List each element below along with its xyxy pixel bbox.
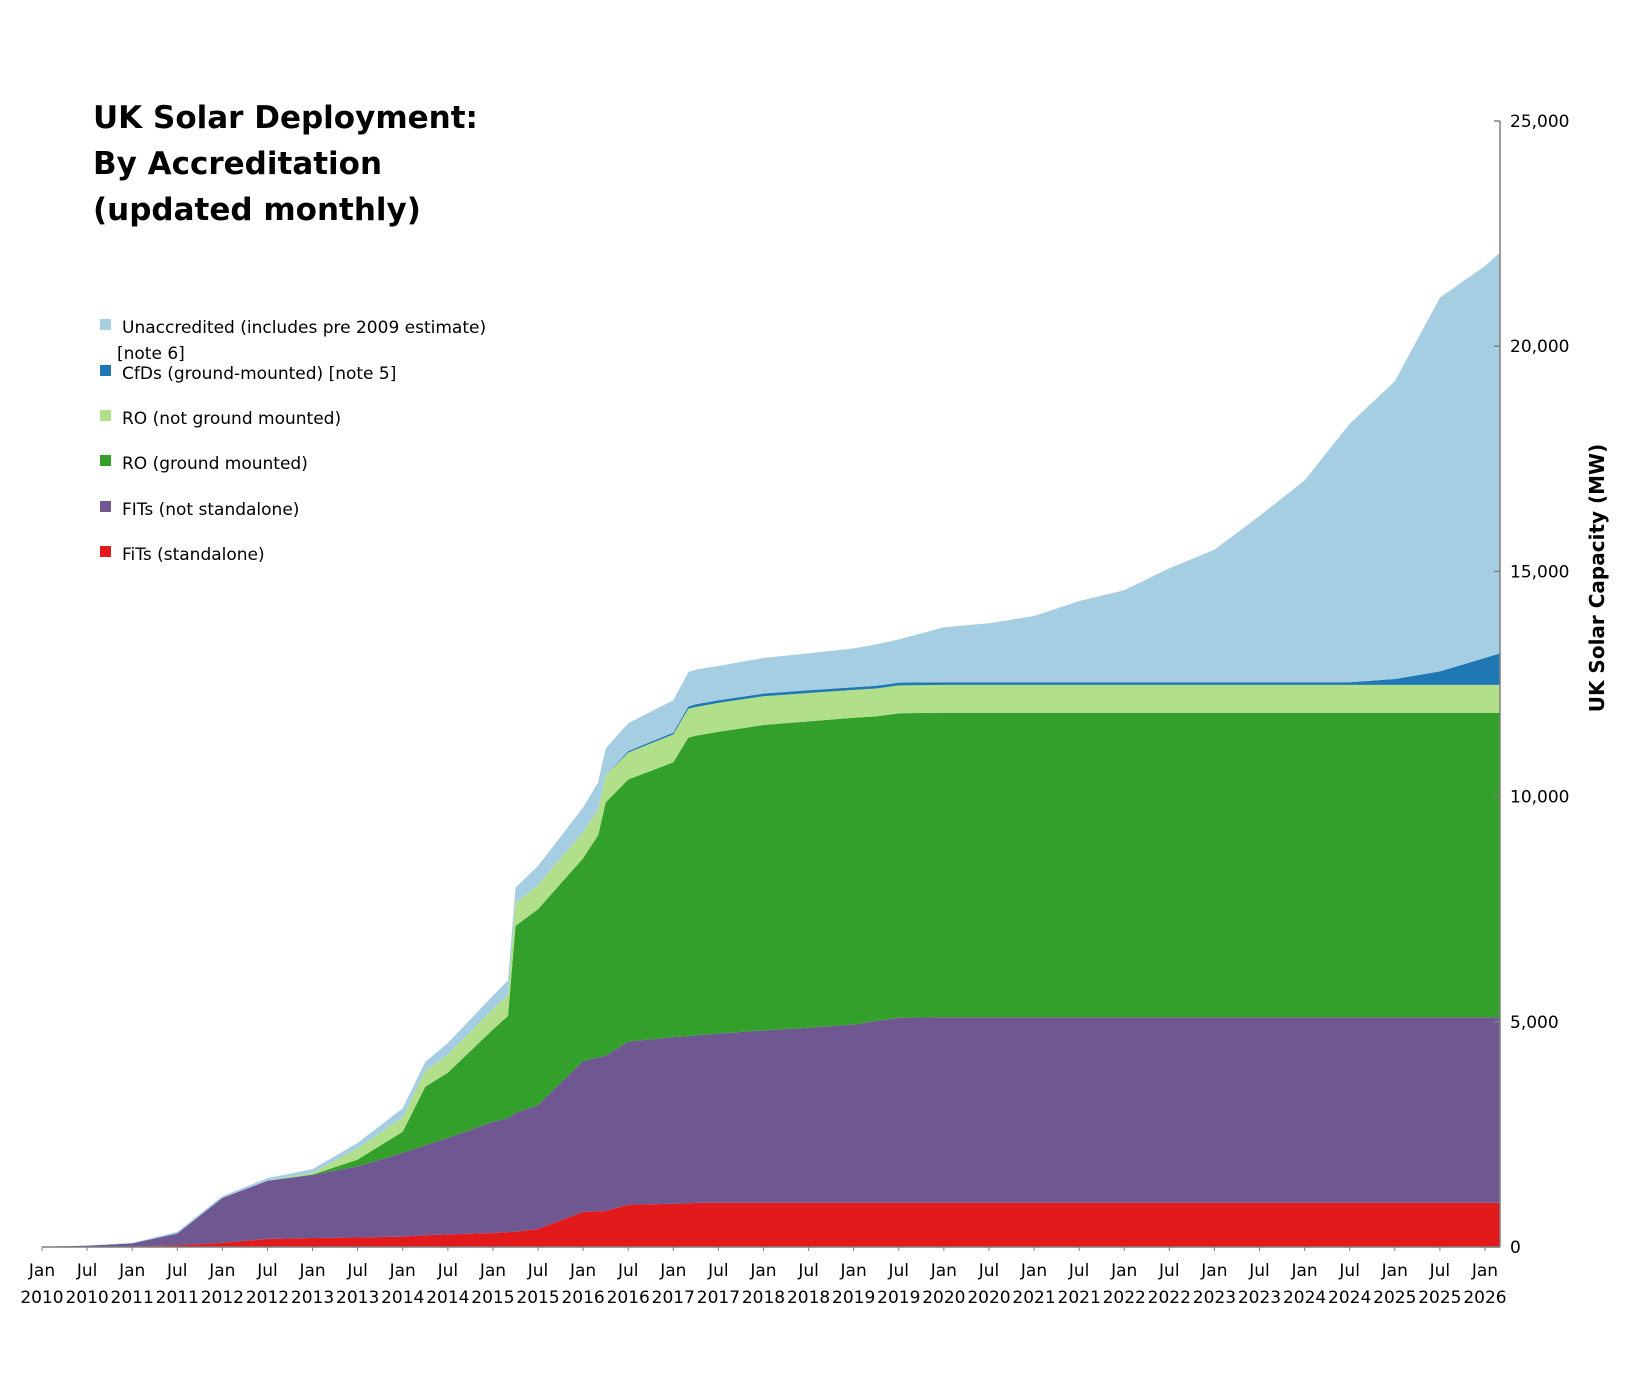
- x-tick-year: 2018: [742, 1288, 785, 1308]
- x-tick-month: Jul: [256, 1261, 278, 1281]
- x-tick-year: 2010: [65, 1288, 108, 1308]
- x-tick-month: Jul: [707, 1261, 729, 1281]
- x-tick-year: 2019: [877, 1288, 920, 1308]
- x-tick-month: Jul: [166, 1261, 188, 1281]
- x-tick-month: Jan: [389, 1261, 416, 1281]
- x-tick-year: 2013: [336, 1288, 379, 1308]
- x-tick-month: Jul: [1429, 1261, 1451, 1281]
- legend-label: FiTs (standalone): [122, 545, 265, 565]
- x-tick-month: Jan: [208, 1261, 235, 1281]
- y-tick-label: 0: [1510, 1238, 1521, 1258]
- y-tick-label: 25,000: [1510, 112, 1569, 132]
- x-tick-year: 2011: [156, 1288, 199, 1308]
- legend-swatch: [100, 319, 111, 330]
- x-tick-month: Jan: [840, 1261, 867, 1281]
- y-axis-label: UK Solar Capacity (MW): [1585, 444, 1609, 713]
- y-tick-label: 20,000: [1510, 337, 1569, 357]
- y-tick-label: 10,000: [1510, 788, 1569, 808]
- x-tick-year: 2024: [1283, 1288, 1326, 1308]
- x-tick-year: 2022: [1103, 1288, 1146, 1308]
- x-tick-month: Jan: [1020, 1261, 1047, 1281]
- x-tick-year: 2013: [291, 1288, 334, 1308]
- x-tick-year: 2010: [20, 1288, 63, 1308]
- x-tick-year: 2020: [967, 1288, 1010, 1308]
- x-tick-year: 2023: [1193, 1288, 1236, 1308]
- x-tick-year: 2019: [832, 1288, 875, 1308]
- legend-label: Unaccredited (includes pre 2009 estimate…: [122, 318, 486, 338]
- legend-label: RO (ground mounted): [122, 454, 308, 474]
- legend-swatch: [100, 410, 111, 421]
- x-tick-month: Jan: [749, 1261, 776, 1281]
- x-tick-year: 2014: [426, 1288, 469, 1308]
- x-tick-month: Jan: [1200, 1261, 1227, 1281]
- title-line-3: (updated monthly): [93, 192, 421, 228]
- x-tick-year: 2016: [561, 1288, 604, 1308]
- x-tick-year: 2014: [381, 1288, 424, 1308]
- x-tick-month: Jan: [298, 1261, 325, 1281]
- x-tick-month: Jul: [1068, 1261, 1090, 1281]
- area-series-0: [42, 1202, 1500, 1247]
- x-tick-month: Jul: [978, 1261, 1000, 1281]
- area-series-2: [42, 712, 1500, 1247]
- legend: Unaccredited (includes pre 2009 estimate…: [100, 318, 486, 565]
- area-layers: [42, 252, 1500, 1247]
- x-tick-month: Jan: [930, 1261, 957, 1281]
- x-tick-year: 2011: [111, 1288, 154, 1308]
- x-tick-month: Jul: [437, 1261, 459, 1281]
- x-tick-month: Jul: [346, 1261, 368, 1281]
- x-tick-year: 2021: [1058, 1288, 1101, 1308]
- x-tick-year: 2024: [1328, 1288, 1371, 1308]
- legend-label: [note 6]: [117, 344, 185, 364]
- x-tick-month: Jan: [569, 1261, 596, 1281]
- x-tick-month: Jan: [659, 1261, 686, 1281]
- y-tick-label: 15,000: [1510, 562, 1569, 582]
- title-line-2: By Accreditation: [93, 146, 382, 182]
- x-tick-year: 2016: [607, 1288, 650, 1308]
- x-tick-year: 2017: [697, 1288, 740, 1308]
- x-tick-month: Jan: [118, 1261, 145, 1281]
- x-tick-month: Jul: [797, 1261, 819, 1281]
- title-line-1: UK Solar Deployment:: [93, 100, 478, 136]
- x-tick-month: Jan: [28, 1261, 55, 1281]
- x-tick-year: 2025: [1373, 1288, 1416, 1308]
- y-tick-label: 5,000: [1510, 1013, 1559, 1033]
- axes: 0 5,000 10,000 15,000 20,000 25,000 Jan 2010 Jul…: [20, 112, 1569, 1308]
- x-tick-month: Jul: [1338, 1261, 1360, 1281]
- x-tick-year: 2021: [1012, 1288, 1055, 1308]
- legend-swatch: [100, 365, 111, 376]
- chart-title: UK Solar Deployment: By Accreditation (u…: [93, 100, 478, 228]
- legend-swatch: [100, 546, 111, 557]
- x-tick-month: Jan: [1381, 1261, 1408, 1281]
- x-tick-year: 2012: [201, 1288, 244, 1308]
- x-tick-month: Jul: [76, 1261, 98, 1281]
- x-tick-month: Jul: [617, 1261, 639, 1281]
- x-tick-year: 2017: [652, 1288, 695, 1308]
- legend-swatch: [100, 455, 111, 466]
- x-tick-month: Jul: [888, 1261, 910, 1281]
- x-tick-year: 2026: [1463, 1288, 1506, 1308]
- x-tick-month: Jul: [527, 1261, 549, 1281]
- legend-label: FITs (not standalone): [122, 500, 299, 520]
- x-tick-year: 2015: [516, 1288, 559, 1308]
- x-tick-month: Jan: [1290, 1261, 1317, 1281]
- legend-swatch: [100, 501, 111, 512]
- x-tick-year: 2022: [1148, 1288, 1191, 1308]
- x-tick-month: Jan: [1471, 1261, 1498, 1281]
- area-series-1: [42, 1017, 1500, 1247]
- x-tick-month: Jul: [1248, 1261, 1270, 1281]
- x-tick-month: Jan: [479, 1261, 506, 1281]
- legend-label: CfDs (ground-mounted) [note 5]: [122, 364, 396, 384]
- legend-label: RO (not ground mounted): [122, 409, 341, 429]
- x-tick-month: Jan: [1110, 1261, 1137, 1281]
- x-tick-year: 2012: [246, 1288, 289, 1308]
- x-tick-month: Jul: [1158, 1261, 1180, 1281]
- x-tick-year: 2023: [1238, 1288, 1281, 1308]
- x-tick-year: 2025: [1418, 1288, 1461, 1308]
- x-tick-year: 2015: [471, 1288, 514, 1308]
- x-tick-year: 2018: [787, 1288, 830, 1308]
- x-tick-year: 2020: [922, 1288, 965, 1308]
